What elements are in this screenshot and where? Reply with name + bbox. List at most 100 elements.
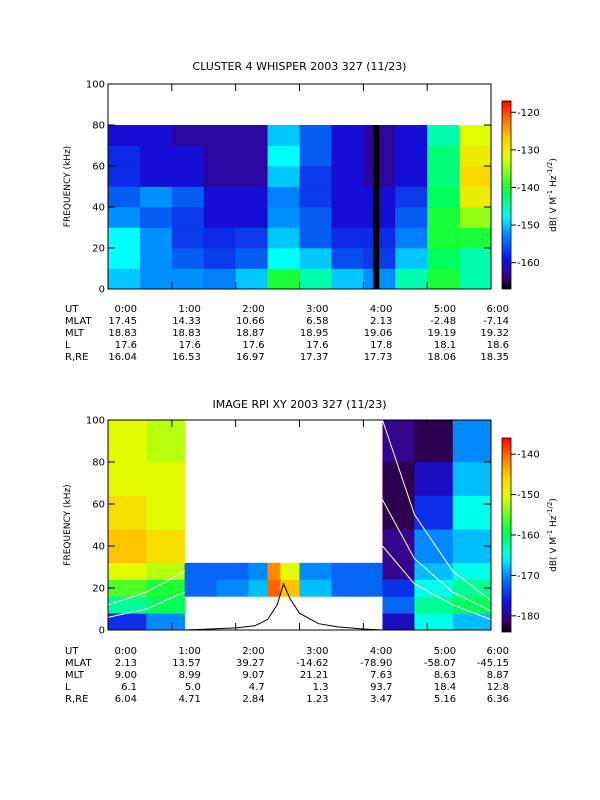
ephemeris-value: 17.6 [179,340,201,351]
ephemeris-value: 3:00 [306,646,328,657]
colorbar-tick-label: -160 [517,258,540,269]
colorbar-tick-label: -120 [517,108,540,119]
ephemeris-value: 9.00 [115,670,137,681]
heatmap-cell [146,529,185,564]
heatmap-cell [108,207,141,228]
y-tick-label: 60 [92,500,105,511]
heatmap-cell [331,268,364,290]
colorbar-tick-label: -150 [517,221,540,232]
heatmap-cell [395,166,428,187]
colorbar-tick-label: -160 [517,531,540,542]
y-tick-label: 0 [99,626,105,637]
ephemeris-value: 8.99 [179,670,201,681]
heatmap-cell [452,462,492,496]
ephemeris-value: 6:00 [487,304,509,315]
heatmap-cell [331,186,364,208]
ephemeris-row-name: L [65,682,71,693]
ephemeris-value: 0:00 [115,646,137,657]
heatmap-cell [363,186,396,208]
heatmap-cell [427,227,460,249]
heatmap-cell [108,462,147,496]
heatmap-cell [459,166,492,187]
heatmap-cell [280,562,300,580]
ephemeris-value: 17.45 [108,316,137,327]
heatmap-cell [459,268,492,290]
ephemeris-value: 17.73 [364,352,393,363]
heatmap-cell [414,495,453,530]
ephemeris-value: 5:00 [434,304,456,315]
ephemeris-value: 1:00 [178,646,200,657]
colorbar-label-part: Hz [549,175,559,190]
heatmap-cell [280,579,300,597]
heatmap-cell [146,495,185,530]
heatmap-cell [146,613,185,631]
y-tick-label: 20 [92,244,105,255]
heatmap-cell [171,248,205,269]
heatmap-cell [139,145,173,167]
heatmap-cell [363,227,396,249]
y-tick-label: 0 [99,285,105,296]
heatmap-cell [363,145,396,167]
heatmap-cell [382,529,415,564]
heatmap-cell [452,579,492,597]
heatmap-cell [108,186,141,208]
heatmap-cell [382,596,415,614]
heatmap-cell [235,248,268,269]
heatmap-cell [299,207,332,228]
heatmap-cell [267,248,300,269]
colorbar-label-part: dB( V M [549,197,559,232]
ephemeris-value: 17.37 [300,352,329,363]
y-tick-label: 40 [92,203,105,214]
heatmap-cell [108,579,147,597]
ephemeris-value: 1:00 [178,304,200,315]
ephemeris-row-name: UT [65,646,79,657]
y-tick-label: 60 [92,162,105,173]
curve [382,419,492,601]
ephemeris-value: 5:00 [434,646,456,657]
heatmap-cell [299,186,332,208]
heatmap-cell [299,145,332,167]
heatmap-cell [248,579,268,597]
heatmap-cell [331,166,364,187]
heatmap-cell [382,420,415,463]
heatmap-cell [267,125,300,146]
ephemeris-value: -45.15 [477,658,509,669]
heatmap-cell [108,596,147,614]
heatmap-cell [459,145,492,167]
heatmap-cell [146,462,185,496]
ephemeris-value: 2.84 [242,694,264,705]
ephemeris-value: 5.16 [434,694,456,705]
heatmap-cell [452,613,492,631]
ephemeris-value: 8.87 [487,670,509,681]
heatmap-cell [139,227,173,249]
y-tick-label: 80 [92,458,105,469]
heatmap-cell [146,579,185,597]
ephemeris-row-name: L [65,340,71,351]
heatmap-cell [414,562,453,580]
curve [107,591,185,618]
ephemeris-value: 6.1 [121,682,137,693]
heatmap-cell [108,268,141,290]
ephemeris-value: 18.6 [487,340,509,351]
y-axis-label: FREQUENCY (kHz) [63,484,73,565]
ephemeris-value: 19.32 [480,328,509,339]
heatmap-cell [331,227,364,249]
ephemeris-value: -7.14 [483,316,509,327]
heatmap-cell [427,248,460,269]
curve [107,570,185,606]
ephemeris-value: 18.4 [434,682,456,693]
heatmap-cell [427,166,460,187]
chart-title: IMAGE RPI XY 2003 327 (11/23) [212,398,386,411]
heatmap-cell [235,227,268,249]
ephemeris-value: 18.83 [172,328,201,339]
ephemeris-value: 6.58 [306,316,328,327]
ephemeris-value: 10.66 [236,316,265,327]
ephemeris-value: 1.23 [306,694,328,705]
heatmap-cell [235,207,268,228]
heatmap-cell [248,562,268,580]
heatmap-cell [427,186,460,208]
heatmap-cell [203,186,236,208]
ephemeris-value: 93.7 [370,682,392,693]
ephemeris-value: 3.47 [370,694,392,705]
ephemeris-value: 12.8 [487,682,509,693]
